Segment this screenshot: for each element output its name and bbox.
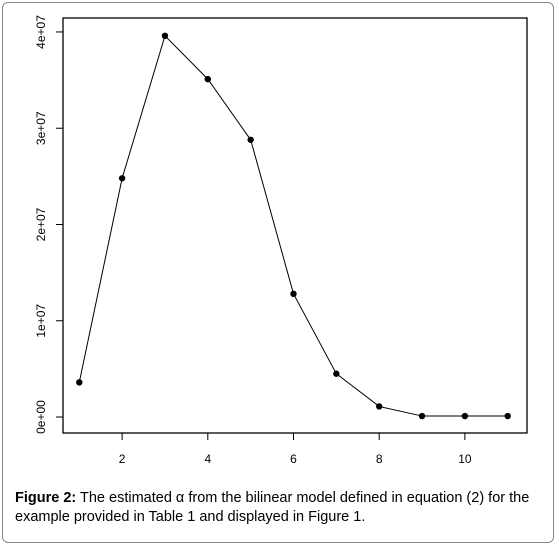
y-tick-label: 3e+07	[34, 111, 48, 145]
y-tick-label: 1e+07	[34, 304, 48, 338]
caption-text: The estimated α from the bilinear model …	[15, 490, 530, 525]
point	[76, 379, 83, 386]
point	[247, 136, 254, 143]
plot-frame	[62, 17, 528, 434]
point	[333, 370, 340, 377]
caption-label: Figure 2:	[15, 490, 77, 506]
x-tick-label: 4	[204, 452, 211, 466]
frame	[2, 2, 554, 543]
point	[118, 175, 126, 182]
x-tick-label: 6	[290, 452, 297, 466]
x-tick-label: 8	[376, 452, 383, 466]
y-tick-label: 4e+07	[34, 15, 48, 49]
point	[461, 412, 469, 420]
chart: 2 4 6 8 10 0e+00 1e+07 2e+07 3e+07 4e+07	[34, 15, 528, 466]
point	[161, 32, 169, 40]
x-tick-label: 2	[119, 452, 126, 466]
point	[290, 290, 297, 298]
y-tick-label: 0e+00	[34, 400, 48, 434]
caption: Figure 2: The estimated α from the bilin…	[15, 489, 545, 527]
point	[504, 412, 511, 420]
point	[375, 403, 383, 410]
x-tick-label: 10	[458, 452, 472, 466]
y-tick-label: 2e+07	[34, 207, 48, 241]
line	[78, 34, 508, 417]
point	[204, 75, 212, 83]
point	[418, 412, 426, 420]
